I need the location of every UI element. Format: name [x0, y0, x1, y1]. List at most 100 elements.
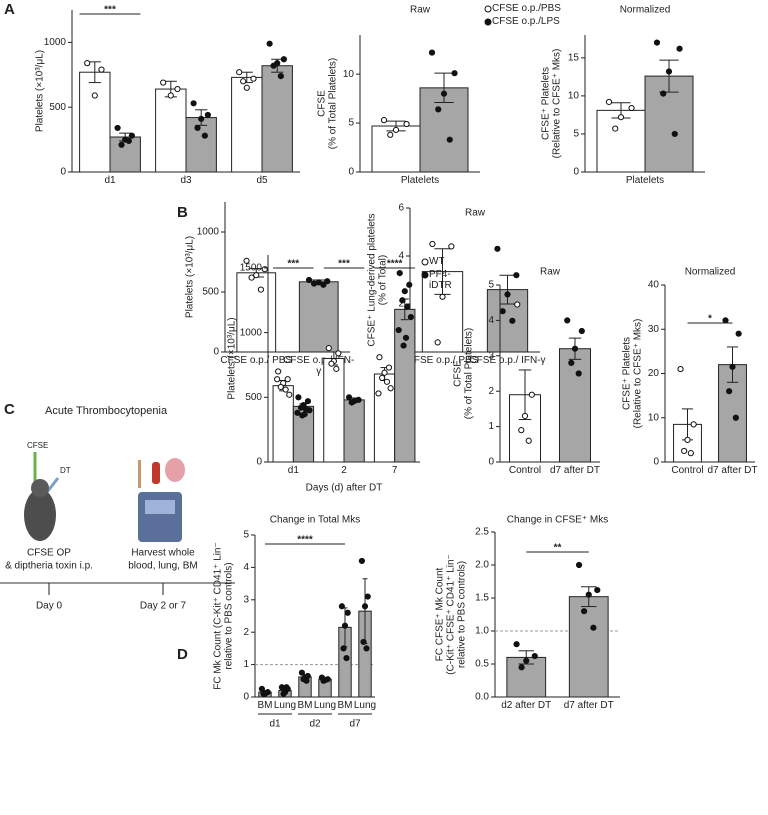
data-point — [521, 412, 529, 420]
y-axis-label: (C-Kit⁺ CFSE⁺ CD41⁺ Lin⁻ — [446, 554, 457, 675]
data-point — [446, 136, 453, 143]
data-point — [400, 342, 407, 349]
data-point — [375, 390, 382, 397]
data-point — [174, 85, 181, 93]
y-tick-label: 6 — [398, 203, 404, 214]
y-tick-label: 0 — [213, 347, 219, 358]
y-tick-label: 0 — [256, 457, 262, 468]
x-tick-label-box: Lung — [274, 700, 296, 711]
y-tick-label: 4 — [243, 562, 249, 573]
timepoint: Day 0 — [36, 601, 63, 612]
data-point — [240, 78, 247, 85]
y-tick-label: 1.5 — [475, 593, 489, 604]
y-tick-label: 10 — [568, 91, 580, 102]
x-tick-label-box: CFSE o.p./ PBS — [220, 355, 292, 366]
data-point — [260, 690, 267, 697]
data-point — [677, 365, 684, 373]
data-point — [687, 450, 694, 457]
legend-label-box: CFSE o.p./LPS — [492, 16, 560, 27]
data-point — [341, 622, 349, 629]
y-tick-label: 1000 — [197, 227, 220, 238]
y-tick-label: 0 — [488, 457, 494, 468]
x-tick-label: d5 — [256, 175, 268, 186]
bar — [596, 109, 646, 173]
data-point — [404, 303, 411, 310]
data-point — [91, 92, 98, 99]
significance-label: * — [708, 314, 712, 325]
bar — [236, 272, 277, 353]
data-point — [439, 293, 446, 300]
data-point — [396, 270, 403, 277]
y-axis-label: CFSE⁺ Platelets — [541, 67, 552, 140]
x-tick-label-box: BM — [258, 700, 273, 711]
x-tick-label-box: d1 — [104, 175, 115, 186]
panel-label: B — [177, 204, 188, 221]
data-point — [167, 92, 174, 99]
bar — [559, 348, 591, 463]
bar — [371, 125, 421, 173]
data-point — [690, 421, 697, 428]
legend-label: CFSE o.p./PBS — [492, 3, 561, 14]
y-tick-label: 3 — [243, 594, 249, 605]
y-tick-label: 1000 — [44, 37, 67, 48]
data-point — [320, 677, 327, 684]
cytometer — [138, 492, 182, 542]
x-tick-label-box: d5 — [256, 175, 268, 186]
y-axis-label: relative to PBS controls) — [457, 561, 468, 668]
y-axis-label: (Relative to CFSE⁺ Mks) — [633, 319, 644, 429]
x-tick-label: d7 after DT — [707, 465, 758, 476]
data-point — [494, 245, 501, 252]
data-point — [528, 391, 535, 398]
data-point — [360, 638, 367, 646]
bar — [298, 281, 339, 353]
bar — [155, 88, 187, 173]
y-tick-label: 1500 — [240, 263, 263, 274]
y-tick-label: 2 — [398, 299, 404, 310]
data-point — [253, 272, 260, 279]
data-point — [590, 624, 597, 631]
y-tick-label: 500 — [202, 287, 219, 298]
bar — [79, 71, 111, 173]
data-point — [306, 407, 313, 414]
x-tick-label-box: Lung — [354, 700, 376, 711]
diagram-label: CFSE — [27, 441, 48, 450]
legend-label: WT — [429, 256, 445, 267]
data-point — [392, 126, 400, 134]
data-point — [160, 79, 167, 86]
data-point — [280, 56, 287, 63]
x-tick-label-box: d7 after DT — [564, 700, 614, 711]
data-point — [594, 586, 601, 594]
data-point — [125, 137, 132, 144]
data-point — [257, 286, 264, 293]
y-axis-label: (% of Total) — [378, 255, 389, 305]
data-point — [304, 398, 312, 405]
data-point — [266, 40, 273, 47]
diagram-label: DT — [60, 466, 71, 475]
x-tick-label: CFSE o.p./ PBS — [406, 355, 479, 366]
x-tick-label-box: Lung — [313, 700, 337, 711]
x-tick-label: Lung — [313, 700, 337, 711]
data-point — [204, 111, 211, 119]
x-tick-label: d2 after DT — [501, 700, 552, 711]
error-bar — [434, 72, 454, 104]
data-point — [407, 314, 414, 321]
data-point — [578, 327, 585, 335]
y-tick-label: 2 — [243, 627, 249, 638]
legend-marker — [484, 18, 492, 26]
significance-label: *** — [287, 259, 299, 270]
data-point — [509, 317, 516, 324]
y-axis-label: Platelets (×10³/μL) — [227, 317, 238, 399]
data-point — [128, 132, 135, 139]
data-point — [387, 131, 394, 138]
data-point — [236, 69, 243, 76]
y-tick-label: 3 — [488, 350, 494, 361]
y-tick-label: 0 — [573, 167, 579, 178]
x-tick-label-box: CFSE o.p./ PBS — [406, 355, 479, 366]
data-point — [320, 281, 327, 288]
data-point — [364, 593, 371, 600]
significance-label: **** — [297, 535, 313, 546]
data-point — [361, 603, 369, 610]
x-tick-label-box: d3 — [180, 175, 191, 186]
data-point — [448, 243, 455, 250]
x-tick-label-box: d7 after DT — [707, 465, 758, 476]
